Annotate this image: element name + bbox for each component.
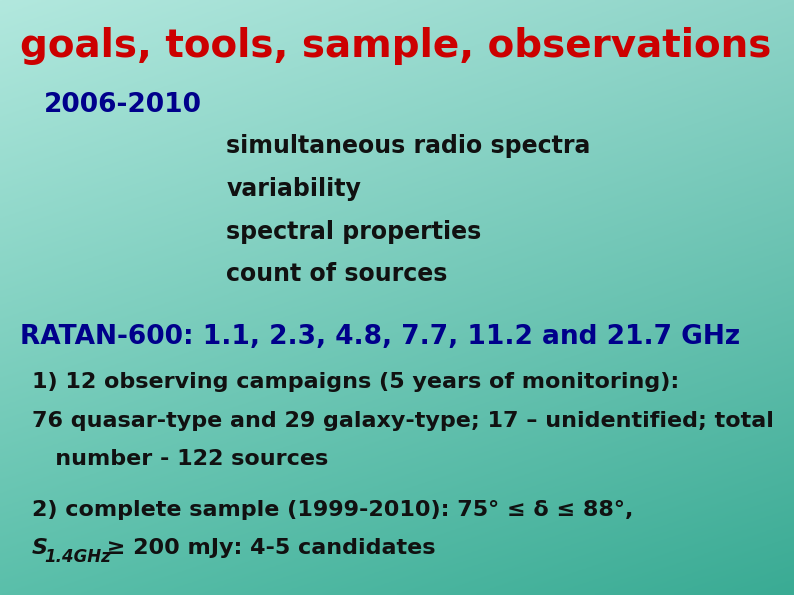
Text: 76 quasar-type and 29 galaxy-type; 17 – unidentified; total: 76 quasar-type and 29 galaxy-type; 17 – … bbox=[32, 411, 773, 431]
Text: 1.4GHz: 1.4GHz bbox=[44, 548, 111, 566]
Text: count of sources: count of sources bbox=[226, 262, 448, 286]
Text: 2) complete sample (1999-2010): 75° ≤ δ ≤ 88°,: 2) complete sample (1999-2010): 75° ≤ δ … bbox=[32, 500, 633, 520]
Text: simultaneous radio spectra: simultaneous radio spectra bbox=[226, 134, 591, 158]
Text: goals, tools, sample, observations: goals, tools, sample, observations bbox=[20, 27, 771, 65]
Text: spectral properties: spectral properties bbox=[226, 220, 481, 243]
Text: 2006-2010: 2006-2010 bbox=[44, 92, 202, 118]
Text: RATAN-600: 1.1, 2.3, 4.8, 7.7, 11.2 and 21.7 GHz: RATAN-600: 1.1, 2.3, 4.8, 7.7, 11.2 and … bbox=[20, 324, 740, 350]
Text: ≥ 200 mJy: 4-5 candidates: ≥ 200 mJy: 4-5 candidates bbox=[99, 538, 436, 559]
Text: variability: variability bbox=[226, 177, 361, 201]
Text: 1) 12 observing campaigns (5 years of monitoring):: 1) 12 observing campaigns (5 years of mo… bbox=[32, 372, 679, 392]
Text: S: S bbox=[32, 538, 48, 559]
Text: number - 122 sources: number - 122 sources bbox=[32, 449, 328, 469]
